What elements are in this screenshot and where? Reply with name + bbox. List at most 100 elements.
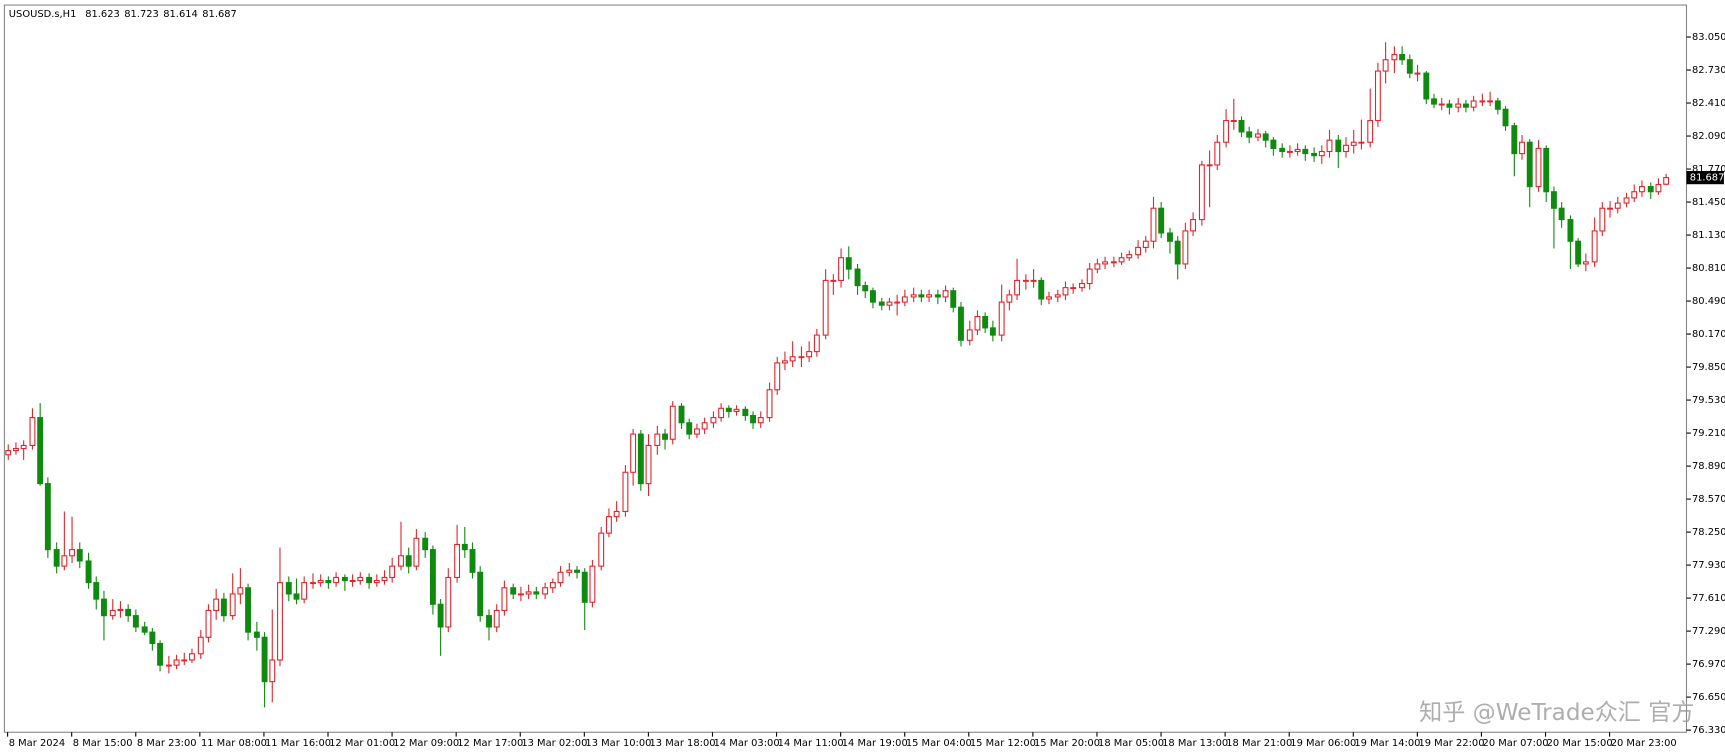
x-tick-label: 11 Mar 16:00 <box>265 738 331 749</box>
candle-body <box>901 296 908 303</box>
candle-body <box>1214 141 1221 166</box>
candle-body <box>469 549 476 573</box>
candle-body <box>838 257 845 281</box>
candle-body <box>718 407 725 419</box>
x-tick-label: 20 Mar 23:00 <box>1611 738 1677 749</box>
y-tick-label: 81.450 <box>1692 197 1725 208</box>
y-tick-label: 82.730 <box>1692 65 1725 76</box>
x-tick-label: 14 Mar 19:00 <box>842 738 908 749</box>
candle-body <box>557 571 564 584</box>
candle-body <box>1343 144 1349 153</box>
candle-body <box>1238 120 1245 133</box>
candle-body <box>789 356 796 362</box>
candle-body <box>53 549 60 567</box>
candle-body <box>1638 186 1645 193</box>
y-tick-label: 76.970 <box>1692 659 1725 670</box>
candle-body <box>1279 147 1286 153</box>
candle-body <box>517 593 524 596</box>
candle-body <box>645 444 652 485</box>
candle-body <box>381 576 388 582</box>
candle-body <box>1567 219 1574 242</box>
candle-body <box>205 609 212 638</box>
candle-body <box>822 279 829 336</box>
candle-body <box>781 360 788 364</box>
candle-body <box>181 659 188 662</box>
candle-body <box>93 582 100 600</box>
header-value: 81.723 <box>124 9 159 20</box>
candle-body <box>1102 261 1109 265</box>
candle-body <box>373 580 380 584</box>
x-tick-label: 14 Mar 03:00 <box>714 738 780 749</box>
candle-body <box>1223 120 1230 143</box>
y-tick-label: 76.330 <box>1692 725 1725 736</box>
y-tick-label: 82.410 <box>1692 98 1725 109</box>
y-tick-label: 78.890 <box>1692 461 1725 472</box>
candle-body <box>341 576 348 582</box>
candle-body <box>1158 207 1165 234</box>
candle-body <box>998 301 1005 336</box>
candle-body <box>317 580 324 584</box>
candle-body <box>301 582 308 600</box>
candle-body <box>1431 98 1437 105</box>
candle-body <box>1487 100 1494 103</box>
candle-body <box>165 664 172 667</box>
x-tick-label: 8 Mar 15:00 <box>73 738 133 749</box>
candle-body <box>942 290 949 298</box>
candle-body <box>213 598 220 612</box>
candle-body <box>1350 141 1357 146</box>
candle-body <box>1135 246 1142 256</box>
candle-body <box>125 608 132 617</box>
y-tick-label: 81.130 <box>1692 230 1725 241</box>
candle-body <box>598 532 605 567</box>
candle-body <box>1294 148 1301 153</box>
candle-body <box>1206 164 1213 167</box>
candle-body <box>1391 54 1398 61</box>
candle-body <box>398 555 404 567</box>
last-price-tag <box>1686 171 1724 185</box>
header-value: 81.623 <box>85 9 120 20</box>
candle-body <box>149 631 156 645</box>
candle-body <box>1270 139 1277 149</box>
candle-body <box>29 417 36 447</box>
candle-body <box>1414 72 1421 75</box>
candle-body <box>686 422 693 435</box>
candle-body <box>501 587 508 612</box>
candle-body <box>117 608 124 612</box>
candle-body <box>1255 133 1261 138</box>
x-tick-label: 12 Mar 09:00 <box>393 738 459 749</box>
candle-body <box>966 329 973 341</box>
candle-body <box>894 301 901 304</box>
candle-body <box>1494 100 1501 110</box>
candle-body <box>1455 103 1462 108</box>
candle-body <box>622 471 629 513</box>
candle-body <box>1663 177 1670 185</box>
y-tick-label: 80.170 <box>1692 329 1725 340</box>
candle-body <box>1030 279 1037 282</box>
candle-body <box>197 636 204 655</box>
candle-body <box>813 334 820 353</box>
candle-body <box>1070 287 1077 290</box>
candle-body <box>366 576 373 584</box>
candle-body <box>445 576 452 628</box>
candle-body <box>429 549 436 605</box>
candle-body <box>1262 133 1269 141</box>
candle-body <box>220 598 227 617</box>
candles <box>5 42 1670 708</box>
y-tick-label: 82.090 <box>1692 131 1725 142</box>
candle-body <box>766 389 773 419</box>
candle-body <box>701 422 708 430</box>
plot-frame <box>3 4 1688 733</box>
candle-body <box>493 609 500 628</box>
candle-body <box>261 636 268 683</box>
candle-body <box>1623 197 1630 204</box>
candle-body <box>1038 279 1045 300</box>
candle-body <box>1647 186 1654 193</box>
x-tick-label: 15 Mar 04:00 <box>906 738 972 749</box>
y-tick-label: 81.770 <box>1692 164 1725 175</box>
x-tick-label: 13 Mar 10:00 <box>585 738 651 749</box>
candle-body <box>710 417 717 424</box>
candle-body <box>1062 287 1069 296</box>
candle-body <box>1311 153 1318 157</box>
